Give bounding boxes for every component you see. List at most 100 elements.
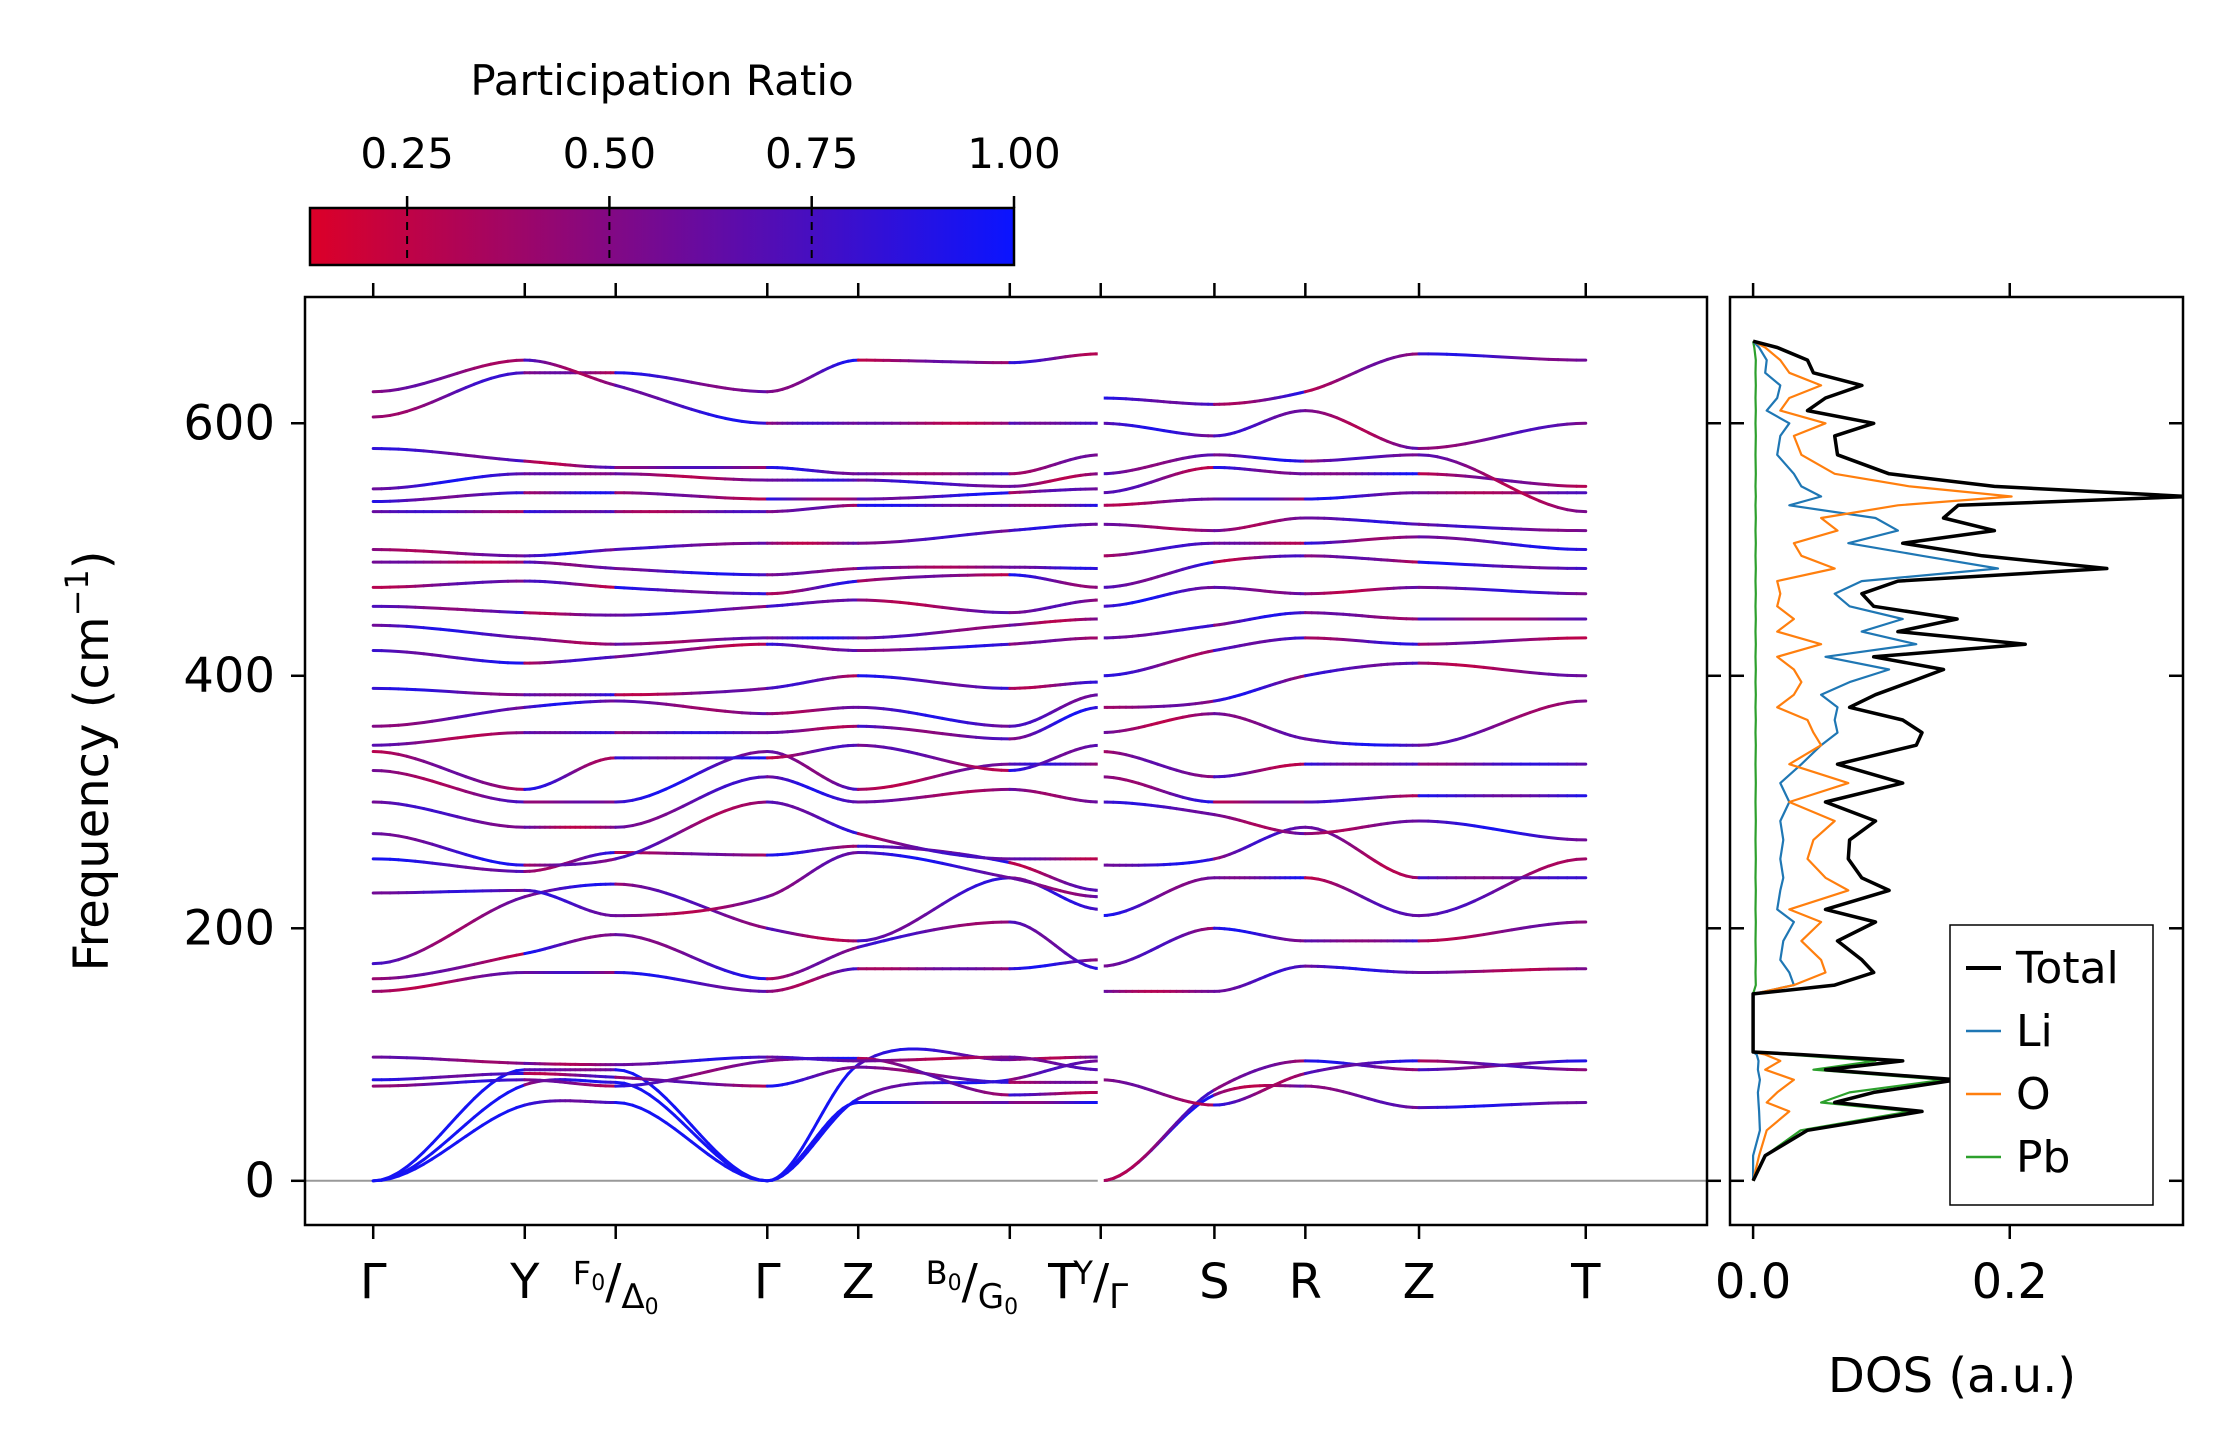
band-segment: [1500, 541, 1514, 546]
band-segment: [631, 1072, 643, 1080]
band-segment: [664, 944, 677, 951]
band-segment: [1149, 1141, 1160, 1152]
colorbar-tick-label: 1.00: [967, 129, 1061, 178]
band-segment: [706, 763, 719, 771]
band-segment: [1547, 672, 1560, 677]
band-segment: [1556, 422, 1569, 427]
band-segment: [481, 909, 493, 918]
band-segment: [422, 1141, 434, 1154]
band-segment: [664, 1097, 677, 1109]
band-segment: [447, 1114, 459, 1127]
band-segment: [1547, 702, 1560, 709]
band-segment: [464, 919, 476, 928]
band-50: [1099, 453, 1588, 514]
band-segment: [673, 779, 685, 787]
band-segment: [1556, 483, 1569, 488]
band-segment: [1473, 895, 1486, 903]
band-segment: [639, 1106, 651, 1114]
band-segment: [881, 931, 894, 938]
band-segment: [1491, 434, 1504, 440]
band-segment: [1519, 1065, 1532, 1069]
colorbar-gradient: [308, 206, 1016, 267]
band-segment: [1491, 666, 1504, 671]
band-segment: [949, 892, 961, 901]
band-segment: [481, 1082, 493, 1093]
band-segment: [1556, 921, 1569, 925]
band-48: [1099, 491, 1588, 507]
band-segment: [413, 948, 426, 955]
band-27: [371, 447, 1103, 476]
colorbar-tick-label: 0.25: [360, 129, 454, 178]
band-segment: [1519, 480, 1532, 485]
band-segment: [706, 962, 719, 969]
band-segment: [1519, 1061, 1532, 1066]
band-segment: [723, 1164, 736, 1173]
band-segment: [1454, 1060, 1467, 1065]
band-segment: [957, 888, 970, 896]
band-segment: [1565, 421, 1578, 426]
band-47: [1099, 516, 1588, 533]
band-segment: [1482, 354, 1495, 358]
band-segment: [464, 1129, 476, 1138]
band-segment: [1445, 443, 1458, 449]
band-segment: [1482, 640, 1495, 644]
band-segment: [1565, 699, 1578, 705]
band-segment: [890, 927, 902, 935]
band-segment: [1537, 922, 1551, 928]
band-segment: [831, 1085, 840, 1097]
band-10: [371, 844, 1103, 892]
band-segment: [430, 939, 443, 947]
band-segment: [464, 382, 476, 390]
band-segment: [1537, 545, 1551, 550]
band-segment: [1454, 460, 1467, 468]
band-segment: [715, 1153, 727, 1164]
band-segment: [1510, 1064, 1523, 1069]
band-segment: [1473, 538, 1486, 543]
band-segment: [1500, 828, 1514, 834]
band-40: [1099, 699, 1588, 747]
band-segment: [1426, 742, 1440, 747]
band-20: [371, 598, 1103, 617]
band-segment: [1445, 937, 1458, 942]
band-segment: [1463, 537, 1477, 542]
band-segment: [1491, 1063, 1504, 1067]
band-segment: [689, 820, 702, 828]
band-1: [371, 1059, 1103, 1183]
band-segment: [1537, 1060, 1551, 1065]
band-segment: [1436, 662, 1449, 666]
band-21: [371, 573, 1103, 596]
band-6: [371, 958, 1103, 993]
band-segment: [1445, 738, 1458, 744]
band-segment: [422, 1157, 434, 1166]
band-segment: [1482, 825, 1495, 831]
band-16: [371, 693, 1103, 728]
band-segment: [656, 1089, 668, 1101]
colorbar-title: Participation Ratio: [470, 56, 853, 105]
band-31: [1099, 1059, 1588, 1183]
band-segment: [698, 792, 710, 800]
band-segment: [1463, 823, 1477, 828]
band-segment: [1168, 1121, 1179, 1132]
band-segment: [472, 1123, 485, 1133]
band-segment: [405, 1164, 417, 1173]
band-segment: [1491, 354, 1504, 359]
band-segment: [1463, 474, 1477, 479]
band-segment: [698, 767, 710, 775]
band-segment: [464, 1097, 476, 1109]
band-segment: [1537, 705, 1551, 711]
band-segment: [1426, 912, 1440, 917]
band-segment: [1482, 588, 1495, 592]
band-segment: [1445, 906, 1458, 913]
kpath-axis-ticks: Γ Y F0/Δ0 Γ Z B0/G0 TY/Γ S R Z T: [360, 283, 1601, 1320]
band-segment: [1463, 440, 1477, 446]
band-segment: [673, 1127, 685, 1137]
band-segment: [664, 1106, 677, 1117]
band-segment: [1528, 707, 1541, 714]
band-segment: [1519, 428, 1532, 434]
band-segment: [506, 1086, 518, 1095]
band-segment: [689, 900, 702, 907]
band-segment: [1556, 505, 1569, 512]
band-segment: [1528, 671, 1541, 675]
band-segment: [1556, 547, 1569, 551]
band-segment: [1500, 717, 1514, 725]
